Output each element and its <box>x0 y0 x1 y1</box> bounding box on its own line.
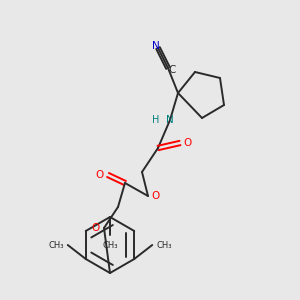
Text: O: O <box>96 170 104 180</box>
Text: N: N <box>166 115 174 125</box>
Text: N: N <box>152 41 160 51</box>
Text: CH₃: CH₃ <box>102 241 118 250</box>
Text: CH₃: CH₃ <box>156 241 172 250</box>
Text: H: H <box>152 115 160 125</box>
Text: CH₃: CH₃ <box>48 241 64 250</box>
Text: C: C <box>168 65 176 75</box>
Text: O: O <box>152 191 160 201</box>
Text: O: O <box>92 223 100 233</box>
Text: O: O <box>184 138 192 148</box>
